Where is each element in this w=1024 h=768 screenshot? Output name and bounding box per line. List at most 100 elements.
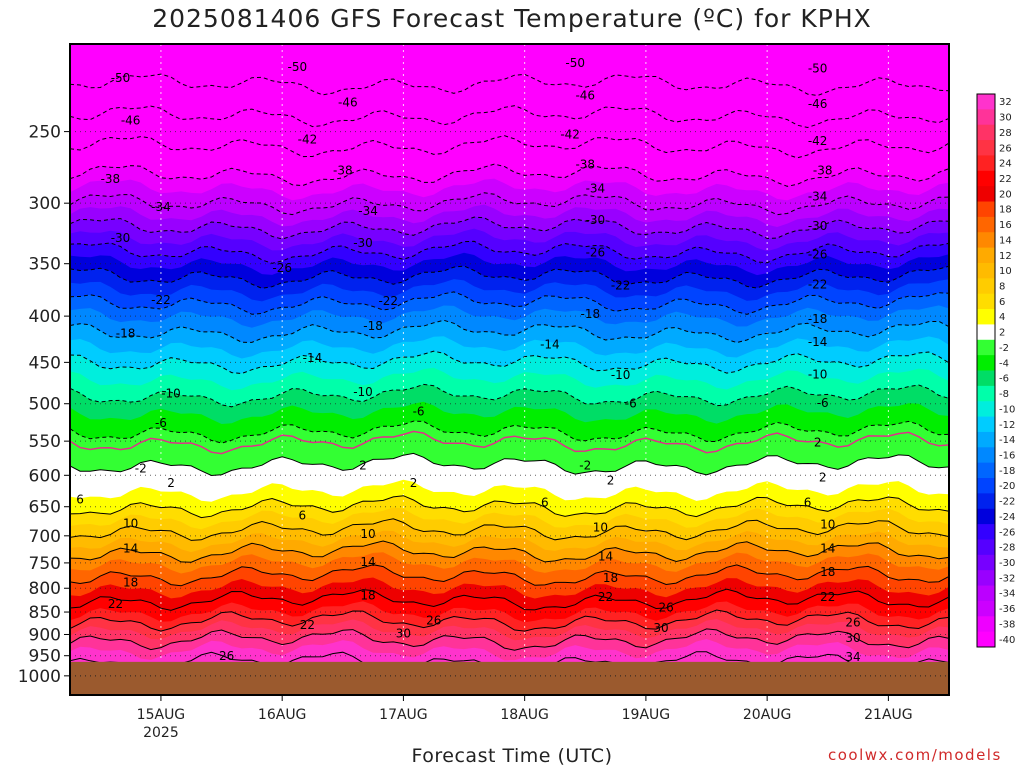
contour-label: -38 (101, 172, 121, 186)
contour-label: -30 (808, 219, 828, 233)
site-credit: coolwx.com/models (828, 746, 1002, 764)
colorbar-swatch (977, 508, 995, 525)
colorbar-label: -10 (999, 404, 1015, 415)
isotherm-line (70, 452, 949, 477)
contour-label: -30 (111, 231, 131, 245)
contour-label: -34 (586, 182, 606, 196)
contour-label: 2 (359, 458, 367, 472)
colorbar-label: -30 (999, 558, 1015, 569)
colorbar-swatch (977, 262, 995, 279)
colorbar-swatch (977, 201, 995, 218)
y-tick-label: 600 (29, 466, 61, 486)
x-tick-label: 18AUG (500, 707, 549, 723)
colorbar-swatch (977, 631, 995, 648)
contour-label: 18 (123, 575, 138, 589)
contour-label: 2 (167, 476, 175, 490)
contour-label: 6 (76, 492, 84, 506)
colorbar-swatch (977, 293, 995, 310)
colorbar-swatch (977, 616, 995, 633)
colorbar-label: -32 (999, 573, 1015, 584)
contour-label: -42 (808, 134, 828, 148)
contour-label: 14 (598, 550, 613, 564)
contour-label: -34 (358, 204, 378, 218)
colorbar-swatch (977, 124, 995, 141)
colorbar-label: 10 (999, 266, 1012, 277)
y-tick-label: 700 (29, 527, 61, 547)
isotherm-line (70, 564, 949, 587)
contour-label: 14 (123, 542, 138, 556)
y-tick-label: 650 (29, 498, 61, 518)
contour-label: -46 (121, 113, 141, 127)
contour-label: 22 (820, 590, 835, 604)
y-tick-label: 550 (29, 432, 61, 452)
colorbar-label: -28 (999, 543, 1015, 554)
contour-label: 10 (820, 517, 835, 531)
colorbar-label: -6 (999, 374, 1009, 385)
isotherm-line (70, 265, 949, 289)
contour-label: 22 (300, 618, 315, 632)
temperature-bands (70, 44, 949, 695)
colorbar-swatch (977, 170, 995, 187)
isotherm-line (70, 518, 949, 541)
contour-label: -26 (272, 261, 292, 275)
contour-label: 18 (603, 571, 618, 585)
contour-label: 30 (653, 621, 668, 635)
contour-label: -38 (575, 158, 595, 172)
colorbar-swatch (977, 278, 995, 295)
colorbar-label: 30 (999, 113, 1012, 124)
x-tick-sublabel: 2025 (143, 725, 179, 741)
contour-label: -10 (161, 386, 181, 400)
colorbar-label: 2 (999, 328, 1005, 339)
contour-label: -42 (298, 132, 318, 146)
contour-label: -18 (808, 312, 828, 326)
x-axis-ticks: 15AUG 2025 16AUG 17AUG 18AUG 19AUG 20AUG 21AUG (137, 695, 913, 741)
colorbar-label: -20 (999, 481, 1015, 492)
contour-label: 30 (845, 631, 860, 645)
colorbar-swatch (977, 600, 995, 617)
isotherm-line (70, 609, 949, 632)
contour-label: -10 (808, 367, 828, 381)
contour-label: -46 (338, 95, 358, 109)
colorbar-label: -24 (999, 512, 1015, 523)
y-tick-label: 500 (29, 395, 61, 415)
colorbar-swatch (977, 355, 995, 371)
contour-label: 22 (598, 590, 613, 604)
contour-label: -38 (333, 163, 353, 177)
x-tick-label: 20AUG (743, 707, 792, 723)
colorbar-label: 12 (999, 251, 1012, 262)
contour-label: -10 (611, 368, 631, 382)
colorbar-swatch (977, 247, 995, 264)
colorbar-label: 20 (999, 189, 1012, 200)
isotherm-line (70, 192, 949, 216)
colorbar-swatch (977, 232, 995, 249)
contour-label: 26 (219, 649, 234, 663)
colorbar-label: -34 (999, 589, 1015, 600)
contour-label: 26 (426, 613, 441, 627)
colorbar-swatch (977, 431, 995, 448)
x-tick-label: 15AUG (137, 707, 186, 723)
colorbar-swatch (977, 539, 995, 556)
x-tick-label: 19AUG (622, 707, 671, 723)
y-tick-label: 750 (29, 554, 61, 574)
contour-label: -22 (808, 277, 828, 291)
contour-label: 2 (607, 474, 615, 488)
isotherm-line (70, 540, 949, 563)
colorbar-label: 16 (999, 220, 1012, 231)
colorbar-label: 32 (999, 97, 1012, 108)
y-tick-label: 250 (29, 123, 61, 143)
colorbar-swatch (977, 140, 995, 156)
contour-label: -22 (378, 294, 398, 308)
grid-lines (70, 44, 949, 695)
contour-label: -34 (151, 200, 171, 214)
contour-label: 22 (108, 597, 123, 611)
x-tick-label: 17AUG (379, 707, 428, 723)
contour-label: 6 (299, 509, 307, 523)
y-tick-label: 350 (29, 255, 61, 275)
isotherm-line (70, 240, 949, 264)
contour-label: -18 (116, 326, 136, 340)
contour-label: 14 (360, 555, 375, 569)
contour-label: -6 (155, 416, 167, 430)
contour-label: -46 (575, 88, 595, 102)
contour-label: -22 (151, 293, 171, 307)
colorbar-label: -40 (999, 635, 1015, 646)
